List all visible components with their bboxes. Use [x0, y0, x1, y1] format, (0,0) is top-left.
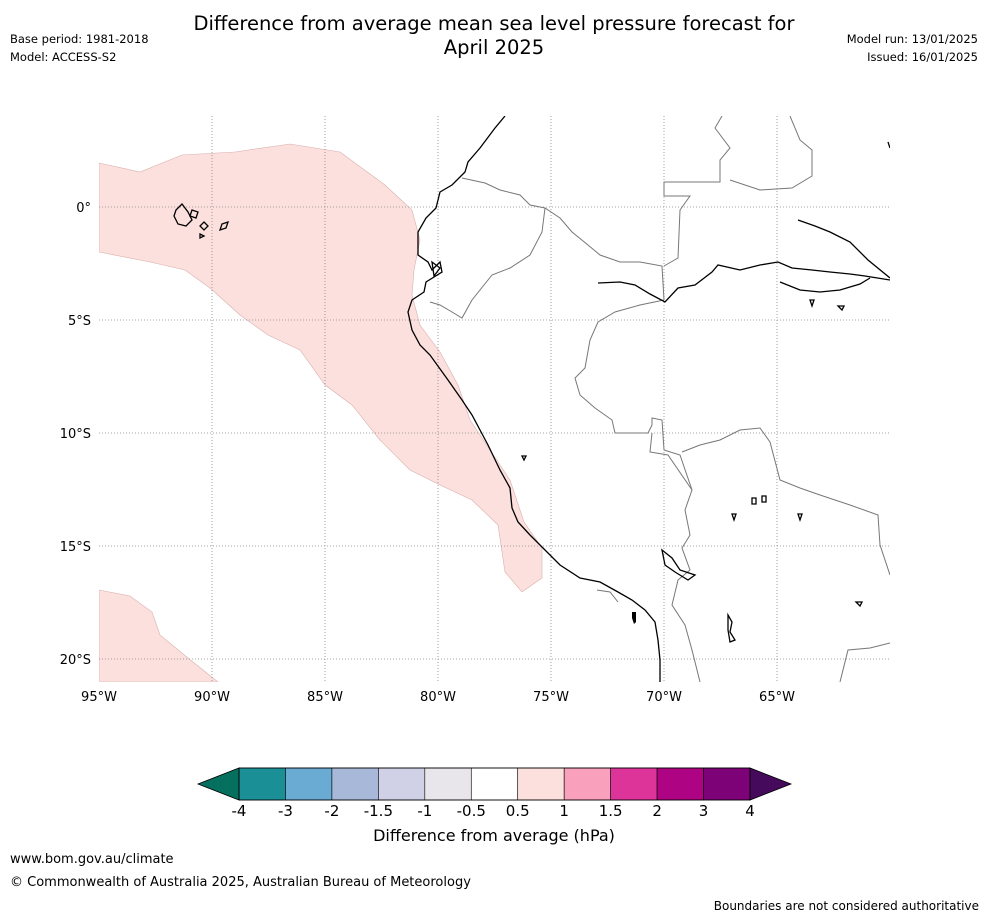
- colorbar-cell: [238, 767, 286, 801]
- colorbar-cell: [703, 767, 751, 801]
- lat-tick-label: 20°S: [60, 653, 91, 668]
- lon-tick-label: 70°W: [646, 690, 682, 705]
- lon-tick-label: 65°W: [759, 690, 795, 705]
- lon-tick-label: 75°W: [533, 690, 569, 705]
- base-period: Base period: 1981-2018: [10, 32, 149, 46]
- colorbar-cells: [238, 767, 751, 801]
- colorbar-cell: [563, 767, 611, 801]
- colorbar-tick-label: 3: [699, 802, 709, 820]
- coastlines: [173, 116, 890, 682]
- colorbar-tick-label: 1: [559, 802, 569, 820]
- colorbar-cell: [610, 767, 658, 801]
- footer-disclaimer: Boundaries are not considered authoritat…: [713, 899, 979, 913]
- colorbar-cell: [470, 767, 519, 801]
- lon-tick-label: 95°W: [81, 690, 117, 705]
- lat-tick-label: 10°S: [60, 427, 91, 442]
- colorbar-tick-label: -0.5: [457, 802, 486, 820]
- meta-left: Base period: 1981-2018 Model: ACCESS-S2: [10, 30, 149, 66]
- colorbar-tick-label: -2: [324, 802, 339, 820]
- issued-date: Issued: 16/01/2025: [867, 50, 978, 64]
- colorbar-cell: [331, 767, 379, 801]
- colorbar-cell: [285, 767, 333, 801]
- colorbar-cell: [424, 767, 472, 801]
- positive-anomaly-region-sw: [99, 589, 219, 682]
- chart-title: Difference from average mean sea level p…: [0, 12, 988, 60]
- title-line-2: April 2025: [443, 36, 545, 59]
- latitude-tick-labels: 0° 5°S 10°S 15°S 20°S: [60, 201, 91, 668]
- colorbar-tick-label: -3: [278, 802, 293, 820]
- lon-tick-label: 85°W: [307, 690, 343, 705]
- model-run: Model run: 13/01/2025: [846, 32, 978, 46]
- colorbar-extend-high: [749, 767, 793, 801]
- colorbar-tick-label: -1: [417, 802, 432, 820]
- colorbar-tick-label: 4: [745, 802, 755, 820]
- lat-tick-label: 15°S: [60, 540, 91, 555]
- footer-copyright: © Commonwealth of Australia 2025, Austra…: [10, 875, 471, 890]
- colorbar-tick-label: -1.5: [364, 802, 393, 820]
- longitude-tick-labels: 95°W 90°W 85°W 80°W 75°W 70°W 65°W: [81, 690, 795, 705]
- lat-tick-label: 0°: [76, 201, 91, 216]
- colorbar-tick-labels: -4 -3 -2 -1.5 -1 -0.5 0.5 1 1.5 2 3 4: [232, 802, 755, 820]
- positive-anomaly-speck: [632, 612, 636, 624]
- country-borders: [429, 116, 890, 682]
- colorbar-label: Difference from average (hPa): [373, 826, 615, 845]
- colorbar: -4 -3 -2 -1.5 -1 -0.5 0.5 1 1.5 2 3 4: [196, 767, 793, 820]
- colorbar-extend-low: [196, 767, 240, 801]
- title-line-1: Difference from average mean sea level p…: [193, 12, 795, 35]
- colorbar-cell: [656, 767, 704, 801]
- positive-anomaly-region: [99, 143, 543, 593]
- gridlines: [99, 116, 890, 682]
- lon-tick-label: 90°W: [194, 690, 230, 705]
- colorbar-cell: [378, 767, 426, 801]
- colorbar-tick-label: -4: [232, 802, 247, 820]
- lat-tick-label: 5°S: [68, 314, 91, 329]
- colorbar-frame: [238, 767, 751, 801]
- colorbar-tick-label: 0.5: [506, 802, 530, 820]
- colorbar-tick-label: 2: [652, 802, 662, 820]
- model-name: Model: ACCESS-S2: [10, 50, 117, 64]
- colorbar-cell: [517, 767, 565, 801]
- colorbar-tick-label: 1.5: [599, 802, 623, 820]
- footer-url: www.bom.gov.au/climate: [10, 852, 174, 867]
- map-area: [99, 116, 890, 682]
- lon-tick-label: 80°W: [420, 690, 456, 705]
- meta-right: Model run: 13/01/2025 Issued: 16/01/2025: [847, 30, 978, 66]
